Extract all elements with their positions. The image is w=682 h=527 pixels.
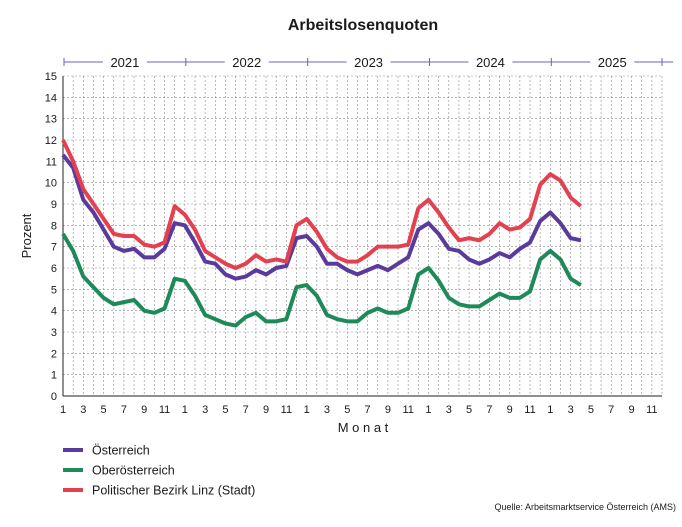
- x-tick-label: 1: [182, 404, 188, 416]
- x-tick-label: 7: [486, 404, 492, 416]
- x-tick-label: 9: [141, 404, 147, 416]
- x-tick-label: 7: [121, 404, 127, 416]
- year-label: 2024: [476, 55, 505, 70]
- x-tick-label: 7: [608, 404, 614, 416]
- axes: [62, 76, 662, 397]
- x-tick-label: 5: [101, 404, 107, 416]
- vertical-gridlines: [72, 76, 663, 396]
- series-line: [61, 139, 583, 270]
- x-tick-label: 1: [425, 404, 431, 416]
- y-tick-label: 10: [45, 178, 57, 190]
- y-tick-label: 7: [51, 242, 57, 254]
- y-tick-label: 13: [45, 114, 57, 126]
- x-tick-label: 9: [263, 404, 269, 416]
- x-tick-label: 11: [159, 404, 170, 416]
- x-tick-label: 1: [60, 404, 66, 416]
- year-label: 2021: [110, 55, 139, 70]
- x-tick-label: 3: [446, 404, 452, 416]
- y-tick-label: 12: [45, 135, 57, 147]
- legend-label: Oberösterreich: [92, 464, 175, 478]
- x-tick-label: 3: [80, 404, 86, 416]
- series-line: [61, 232, 582, 328]
- year-band: 2021 2022 2023 2024 2025: [63, 55, 674, 70]
- y-tick-label: 0: [51, 391, 57, 403]
- legend-label: Österreich: [92, 444, 150, 458]
- legend: Österreich Oberösterreich Politischer Bezi…: [63, 444, 255, 498]
- x-tick-label: 9: [385, 404, 391, 416]
- series-line: [61, 153, 582, 281]
- year-label: 2023: [354, 55, 383, 70]
- source-note: Quelle: Arbeitsmarktservice Österreich (…: [494, 502, 676, 512]
- x-tick-label: 11: [281, 404, 292, 416]
- x-tick-label: 11: [402, 404, 413, 416]
- y-tick-label: 4: [51, 306, 57, 318]
- x-tick-label: 9: [628, 404, 634, 416]
- x-tick-label: 11: [646, 404, 657, 416]
- y-tick-label: 9: [51, 199, 57, 211]
- x-tick-label: 1: [547, 404, 553, 416]
- y-tick-label: 14: [45, 92, 57, 104]
- y-tick-label: 5: [51, 284, 57, 296]
- y-tick-label: 6: [51, 263, 57, 275]
- year-label: 2022: [232, 55, 261, 70]
- year-label: 2025: [598, 55, 627, 70]
- y-tick-label: 2: [51, 348, 57, 360]
- x-tick-label: 5: [466, 404, 472, 416]
- series-lines: [61, 139, 583, 328]
- y-tick-label: 15: [45, 71, 57, 83]
- y-tick-label: 1: [51, 370, 57, 382]
- x-tick-label: 3: [202, 404, 208, 416]
- x-tick-label: 7: [365, 404, 371, 416]
- x-tick-label: 3: [568, 404, 574, 416]
- x-tick-label: 5: [588, 404, 594, 416]
- y-tick-label: 8: [51, 220, 57, 232]
- legend-label: Politischer Bezirk Linz (Stadt): [92, 484, 255, 498]
- x-tick-label: 9: [507, 404, 513, 416]
- chart-title: Arbeitslosenquoten: [288, 17, 438, 34]
- x-tick-label: 7: [243, 404, 249, 416]
- x-tick-label: 5: [222, 404, 228, 416]
- x-tick-label: 5: [344, 404, 350, 416]
- x-tick-label: 3: [324, 404, 330, 416]
- y-tick-label: 11: [46, 156, 57, 168]
- x-tick-label: 11: [524, 404, 535, 416]
- y-tick-label: 3: [51, 327, 57, 339]
- x-tick-labels: 1 3 5 7 9 11 1 3 5 7 9 11 1 3 5 7 9 11 1 3 5 7 9 11 1 3 5 7 9 11: [60, 404, 658, 416]
- x-axis-title: M o n a t: [338, 420, 389, 435]
- y-axis-title: Prozent: [19, 213, 34, 258]
- horizontal-gridlines: [63, 75, 662, 375]
- x-tick-label: 1: [304, 404, 310, 416]
